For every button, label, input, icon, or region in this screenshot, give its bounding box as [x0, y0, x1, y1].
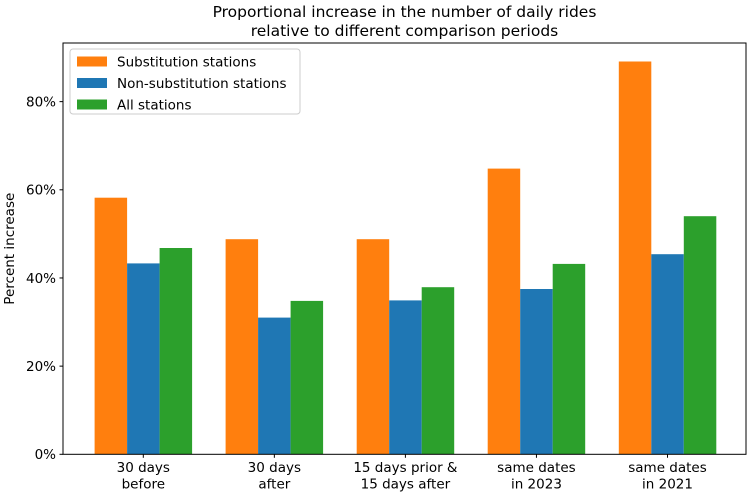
y-tick-label: 60%	[26, 183, 56, 199]
bars-group	[94, 61, 717, 455]
bar	[159, 248, 193, 455]
bar	[618, 61, 652, 455]
y-tick-label: 80%	[26, 94, 56, 110]
legend-label: Substitution stations	[117, 55, 256, 71]
bar	[258, 317, 291, 455]
x-axis: 30 days before 30 days after 15 days prior &…	[117, 454, 707, 492]
legend-box	[69, 48, 301, 115]
bar	[290, 300, 324, 455]
chart-title-line1: Proportional increase in the number of d…	[212, 3, 597, 21]
bar	[94, 197, 128, 455]
y-axis-label: Percent increase	[2, 193, 18, 305]
legend-swatch	[77, 56, 107, 67]
legend-swatch	[77, 78, 107, 88]
bar	[552, 263, 586, 455]
bar	[127, 263, 160, 455]
bar	[356, 239, 390, 455]
bar	[487, 168, 521, 455]
x-tick-label: 30 days after	[248, 460, 301, 493]
y-tick-label: 20%	[26, 359, 56, 375]
bar	[225, 239, 259, 455]
y-tick-label: 0%	[35, 447, 57, 463]
legend-label: Non-substitution stations	[117, 76, 287, 92]
legend-swatch	[77, 99, 107, 110]
bar	[421, 287, 455, 455]
x-tick-label: 15 days prior & 15 days after	[353, 460, 458, 493]
chart-title: Proportional increase in the number of d…	[63, 3, 746, 40]
bar	[520, 289, 553, 455]
y-axis: 0% 20% 40% 60% 80%	[26, 94, 63, 463]
legend-label: All stations	[117, 98, 192, 114]
x-tick-label: 30 days before	[117, 460, 170, 493]
bar	[651, 254, 684, 455]
y-tick-label: 40%	[26, 271, 56, 287]
chart-title-line2: relative to different comparison periods	[250, 21, 559, 40]
bar	[389, 300, 422, 455]
bar	[683, 216, 717, 455]
axis-spines	[62, 42, 747, 455]
x-tick-label: same dates in 2021	[628, 460, 707, 493]
x-tick-label: same dates in 2023	[497, 460, 576, 493]
legend: Substitution stations Non-substitution st…	[69, 48, 301, 115]
